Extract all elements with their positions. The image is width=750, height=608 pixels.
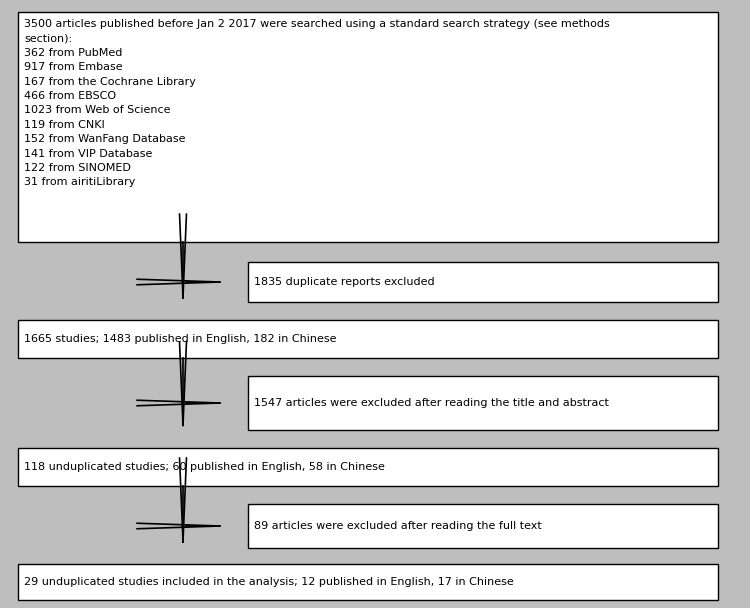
FancyBboxPatch shape (18, 320, 718, 358)
Text: 3500 articles published before Jan 2 2017 were searched using a standard search : 3500 articles published before Jan 2 201… (24, 19, 610, 187)
FancyBboxPatch shape (248, 504, 718, 548)
FancyBboxPatch shape (248, 262, 718, 302)
FancyBboxPatch shape (18, 12, 718, 242)
Text: 118 unduplicated studies; 60 published in English, 58 in Chinese: 118 unduplicated studies; 60 published i… (24, 462, 385, 472)
Text: 1665 studies; 1483 published in English, 182 in Chinese: 1665 studies; 1483 published in English,… (24, 334, 337, 344)
Text: 29 unduplicated studies included in the analysis; 12 published in English, 17 in: 29 unduplicated studies included in the … (24, 577, 514, 587)
Text: 1547 articles were excluded after reading the title and abstract: 1547 articles were excluded after readin… (254, 398, 609, 408)
FancyBboxPatch shape (248, 376, 718, 430)
FancyBboxPatch shape (18, 564, 718, 600)
Text: 89 articles were excluded after reading the full text: 89 articles were excluded after reading … (254, 521, 542, 531)
Text: 1835 duplicate reports excluded: 1835 duplicate reports excluded (254, 277, 435, 287)
FancyBboxPatch shape (18, 448, 718, 486)
